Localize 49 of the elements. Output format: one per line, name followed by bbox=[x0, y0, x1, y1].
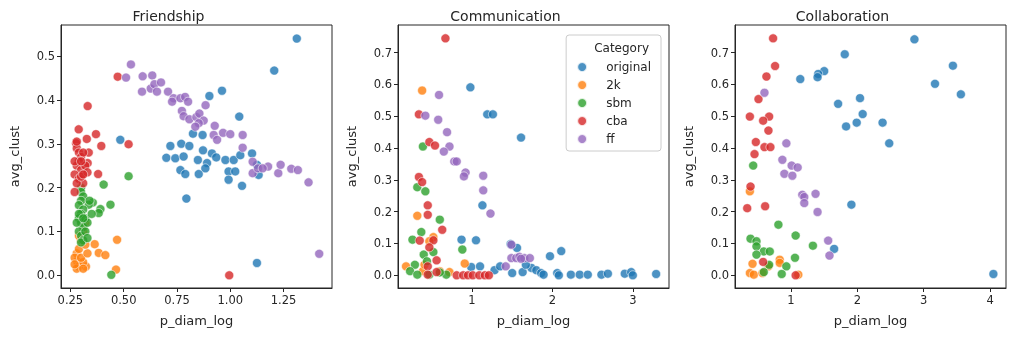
legend-title: Category bbox=[594, 41, 650, 55]
y-tick-label: 0.0 bbox=[36, 268, 55, 283]
y-tick-label: 0.3 bbox=[710, 172, 729, 187]
x-tick-label: 0.75 bbox=[164, 293, 190, 307]
y-axis-title: avg_clust bbox=[344, 125, 359, 188]
x-tick-label: 4 bbox=[986, 293, 994, 307]
x-tick-label: 2 bbox=[853, 293, 862, 307]
y-tick-label: 0.6 bbox=[373, 77, 392, 92]
x-tick-label: 1.00 bbox=[217, 293, 244, 307]
y-axis-title: avg_clust bbox=[7, 125, 22, 188]
legend-label: sbm bbox=[606, 96, 632, 110]
x-tick-label: 0.25 bbox=[57, 293, 84, 307]
x-tick-label: 1 bbox=[787, 293, 795, 307]
y-tick-label: 0.2 bbox=[373, 204, 392, 219]
y-tick-label: 0.5 bbox=[710, 109, 729, 124]
y-tick-label: 0.4 bbox=[373, 141, 392, 156]
chart-title: Communication bbox=[450, 8, 561, 24]
x-tick-label: 1 bbox=[468, 293, 476, 307]
y-tick-label: 0.6 bbox=[710, 77, 729, 92]
y-tick-label: 0.7 bbox=[710, 45, 729, 60]
y-axis-title: avg_clust bbox=[681, 125, 696, 188]
y-tick-label: 0.5 bbox=[36, 49, 55, 64]
x-axis-title: p_diam_log bbox=[833, 313, 908, 328]
y-tick-label: 0.4 bbox=[36, 92, 55, 107]
y-tick-label: 0.1 bbox=[710, 236, 729, 251]
y-tick-label: 0.1 bbox=[373, 236, 392, 251]
y-tick-label: 0.5 bbox=[373, 109, 392, 124]
x-tick-label: 1.25 bbox=[270, 293, 297, 307]
y-tick-label: 0.2 bbox=[710, 204, 729, 219]
y-tick-label: 0.3 bbox=[36, 136, 55, 151]
y-tick-label: 0.3 bbox=[373, 172, 392, 187]
y-tick-label: 0.0 bbox=[373, 268, 392, 283]
legend-label: cba bbox=[606, 114, 628, 128]
legend-label: ff bbox=[606, 132, 616, 146]
x-axis-title: p_diam_log bbox=[496, 313, 571, 328]
chart-title: Collaboration bbox=[795, 8, 890, 24]
x-tick-label: 0.50 bbox=[110, 293, 137, 307]
x-tick-label: 3 bbox=[629, 293, 637, 307]
x-axis-title: p_diam_log bbox=[159, 313, 234, 328]
x-tick-label: 3 bbox=[920, 293, 928, 307]
y-tick-label: 0.2 bbox=[36, 180, 55, 195]
chart-title: Friendship bbox=[132, 8, 205, 24]
y-tick-label: 0.7 bbox=[373, 45, 392, 60]
y-tick-label: 0.0 bbox=[710, 268, 729, 283]
legend-label: original bbox=[606, 60, 652, 74]
x-tick-label: 2 bbox=[548, 293, 557, 307]
y-tick-label: 0.4 bbox=[710, 141, 729, 156]
legend-label: 2k bbox=[606, 78, 621, 92]
y-tick-label: 0.1 bbox=[36, 224, 55, 239]
